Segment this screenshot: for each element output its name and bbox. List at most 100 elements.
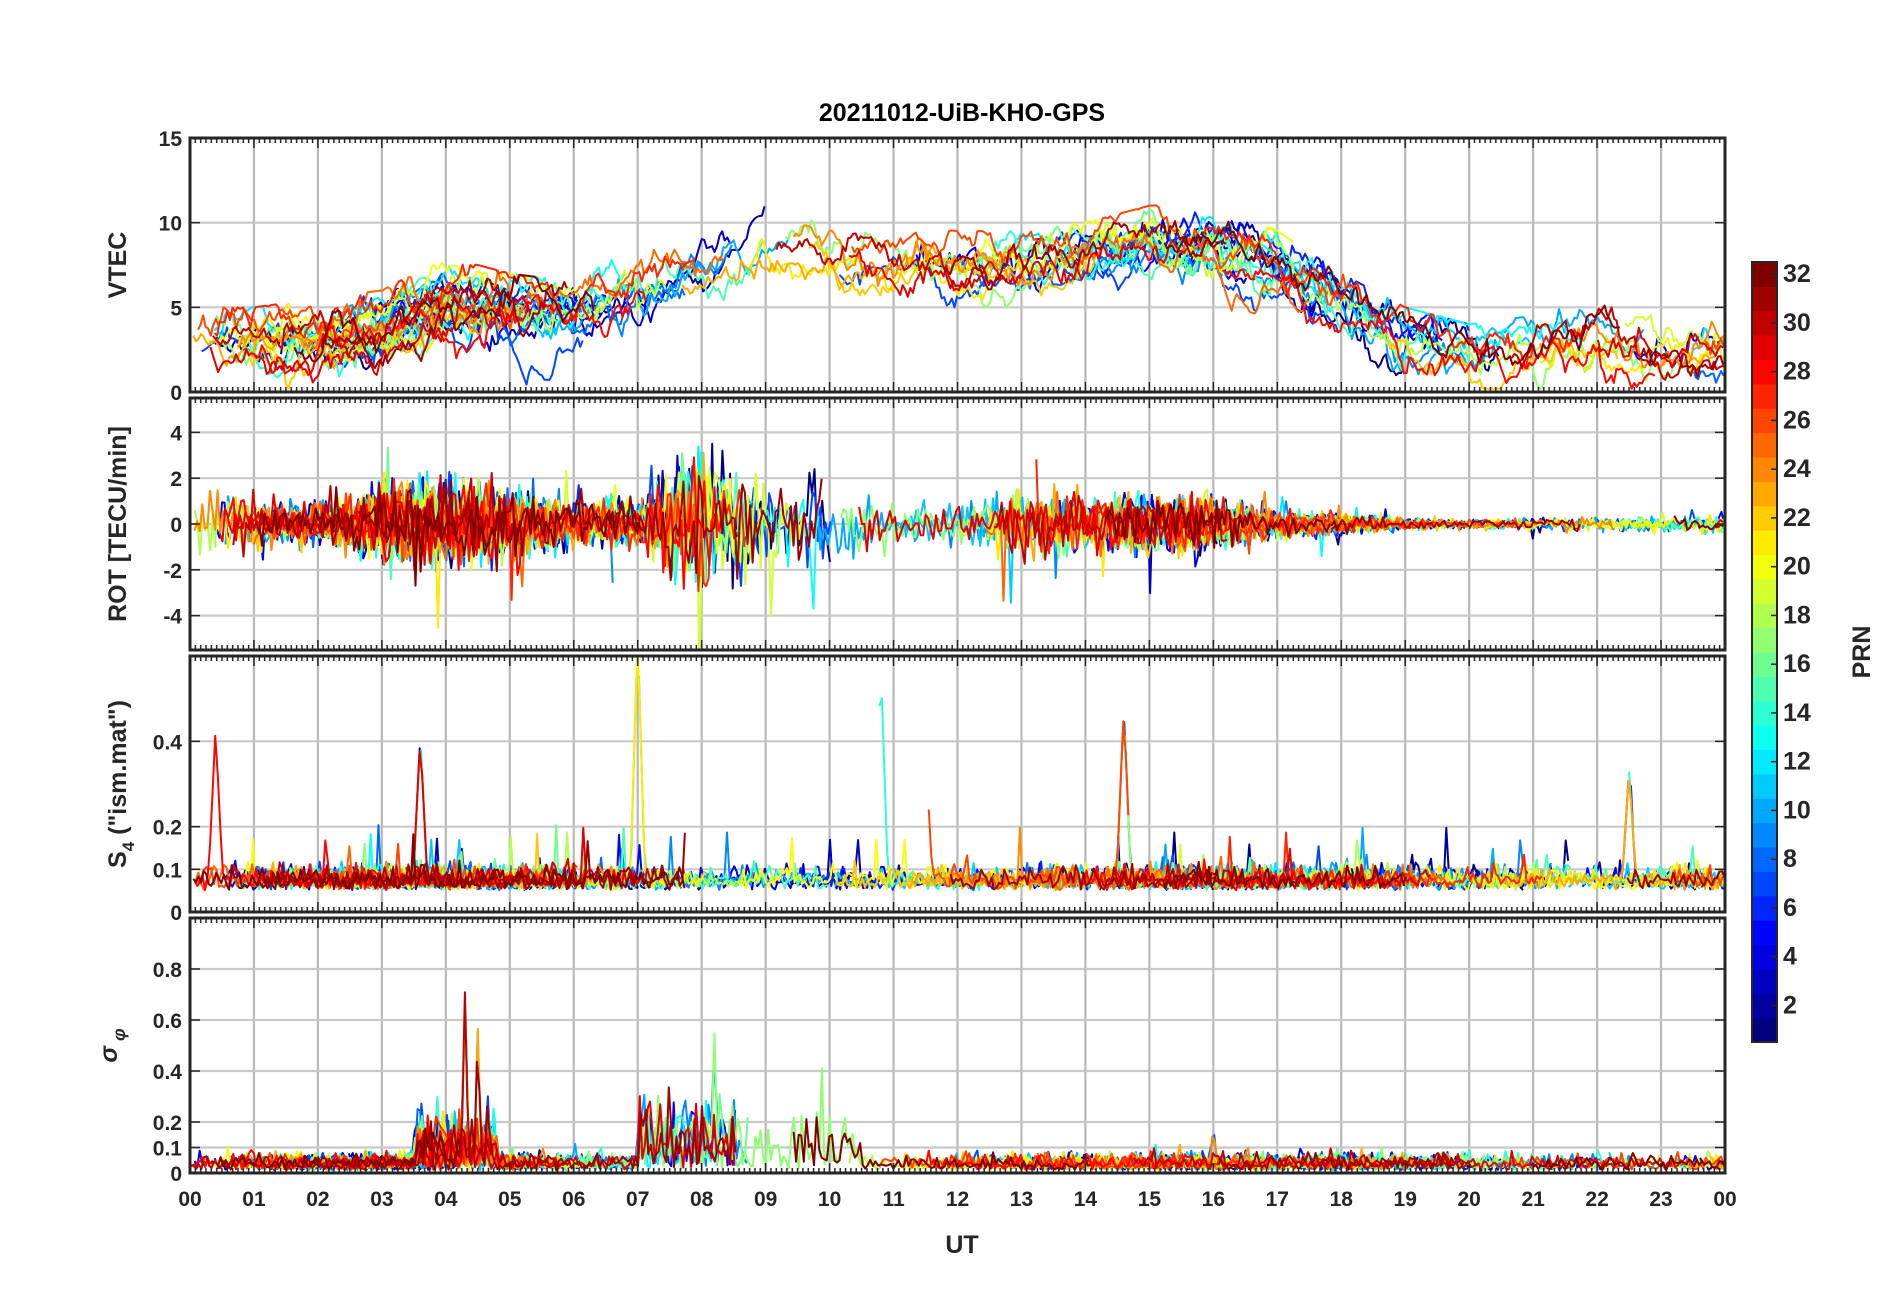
series-line-prn-26: [1673, 864, 1724, 887]
colorbar-frame: [1751, 261, 1778, 1043]
y-tick-label: 5: [170, 297, 182, 320]
colorbar-tick-label: 14: [1783, 699, 1811, 727]
y-tick-label: 0.1: [153, 1138, 183, 1161]
colorbar-segment: [1752, 286, 1777, 312]
series-line-prn-27: [213, 255, 697, 339]
colorbar-tick-label: 2: [1783, 991, 1797, 1019]
rot-panel: -4 -2 0 2 4 ROT [TECU/min]: [104, 396, 1727, 652]
colorbar-segment: [1752, 432, 1777, 458]
series-line-prn-28: [256, 290, 647, 376]
y-tick-label: 0.4: [153, 1061, 183, 1084]
y-label-subscript: 4: [119, 841, 138, 851]
y-axis-label: S4 ("ism.mat"): [104, 700, 138, 868]
series-line-prn-24: [792, 224, 1101, 287]
colorbar-tick-label: 8: [1783, 845, 1797, 873]
series-line-prn-19: [1624, 314, 1725, 361]
series-line-prn-32: [293, 274, 595, 363]
colorbar-segment: [1752, 383, 1777, 409]
colorbar-tick-label: 22: [1783, 504, 1811, 532]
series-line-prn-28: [1222, 268, 1656, 390]
colorbar-segment: [1752, 968, 1777, 994]
series-line-prn-26: [850, 204, 1351, 307]
x-tick-label: 02: [306, 1188, 329, 1211]
x-tick-label: 23: [1649, 1188, 1672, 1211]
colorbar-segment: [1752, 481, 1777, 507]
colorbar-tick-label: 20: [1783, 553, 1811, 581]
x-tick-label: 22: [1585, 1188, 1608, 1211]
colorbar-segment: [1752, 871, 1777, 897]
series-line-prn-26: [1704, 337, 1725, 356]
series-group: [192, 656, 1725, 892]
colorbar-segment: [1752, 822, 1777, 848]
series-group: [193, 442, 1725, 650]
minor-ticks: [189, 398, 1726, 650]
x-axis-label: UT: [945, 1231, 978, 1259]
series-line-prn-17: [785, 219, 1217, 309]
colorbar-segment: [1752, 627, 1777, 653]
minor-ticks: [189, 656, 1726, 912]
colorbar-tick-label: 6: [1783, 894, 1797, 922]
series-line-prn-23: [192, 317, 392, 370]
series-line-prn-31: [1331, 516, 1581, 535]
series-line-prn-23: [1662, 335, 1725, 367]
y-tick-label: -4: [163, 606, 182, 629]
x-tick-label: 12: [946, 1188, 969, 1211]
x-tick-label: 16: [1202, 1188, 1225, 1211]
x-tick-label: 09: [754, 1188, 777, 1211]
series-line-prn-29: [848, 240, 1188, 298]
series-line-prn-32: [258, 486, 644, 587]
y-label-part: σ: [95, 1045, 123, 1063]
x-tick-label: 04: [434, 1188, 458, 1211]
series-line-prn-27: [1035, 459, 1434, 555]
colorbar-tick-label: 28: [1783, 358, 1811, 386]
y-tick-label: 0.2: [153, 817, 182, 840]
y-tick-label: 15: [159, 128, 183, 151]
minor-ticks: [189, 918, 1726, 1173]
colorbar-segment: [1752, 676, 1777, 702]
y-label-subscript: φ: [109, 1028, 129, 1046]
x-tick-label: 05: [498, 1188, 522, 1211]
colorbar-tick-label: 18: [1783, 601, 1811, 629]
x-tick-label: 15: [1138, 1188, 1162, 1211]
x-tick-label: 19: [1394, 1188, 1417, 1211]
series-line-prn-32: [1532, 1152, 1725, 1171]
y-tick-label: 0: [170, 1163, 182, 1186]
series-line-prn-31: [944, 220, 1227, 291]
series-line-prn-32: [1163, 220, 1620, 366]
series-line-prn-32: [1164, 860, 1407, 890]
series-line-prn-27: [280, 477, 746, 601]
x-tick-label: 07: [626, 1188, 649, 1211]
colorbar-tick-label: 10: [1783, 796, 1811, 824]
y-tick-label: 0: [170, 382, 182, 405]
series-line-prn-11: [1076, 230, 1534, 350]
x-tick-label: 20: [1457, 1188, 1480, 1211]
x-tick-label: 10: [818, 1188, 841, 1211]
y-tick-label: 0: [170, 514, 182, 537]
series-line-prn-30: [232, 472, 514, 558]
sigma-phi-panel: 00.1 0.2 0.4 0.6 0.8 σ φ: [95, 916, 1727, 1186]
colorbar-segment: [1752, 773, 1777, 799]
x-tick-label: 14: [1074, 1188, 1098, 1211]
series-line-prn-21: [1539, 335, 1725, 374]
x-tick-label: 01: [242, 1188, 266, 1211]
series-line-prn-14: [231, 322, 461, 379]
series-line-prn-30: [775, 232, 1008, 290]
x-tick-label: 06: [562, 1188, 585, 1211]
series-line-prn-19: [1006, 220, 1239, 280]
y-label-part: S: [104, 851, 132, 868]
series-line-prn-28: [193, 734, 457, 892]
x-tick-label: 18: [1330, 1188, 1354, 1211]
series-line-prn-31: [1626, 868, 1725, 889]
y-axis-label: ROT [TECU/min]: [104, 426, 132, 622]
x-tick-label: 17: [1266, 1188, 1289, 1211]
y-tick-label: 0: [170, 902, 182, 925]
y-tick-label: 0.6: [153, 1010, 182, 1033]
y-label-part: ("ism.mat"): [104, 700, 132, 842]
s4-panel: 0 0.1 0.2 0.4 S4 ("ism.mat"): [104, 654, 1727, 925]
colorbar-segment: [1752, 578, 1777, 604]
colorbar-tick-label: 30: [1783, 309, 1811, 337]
series-line-prn-11: [834, 859, 1262, 891]
series-line-prn-32: [192, 833, 686, 891]
